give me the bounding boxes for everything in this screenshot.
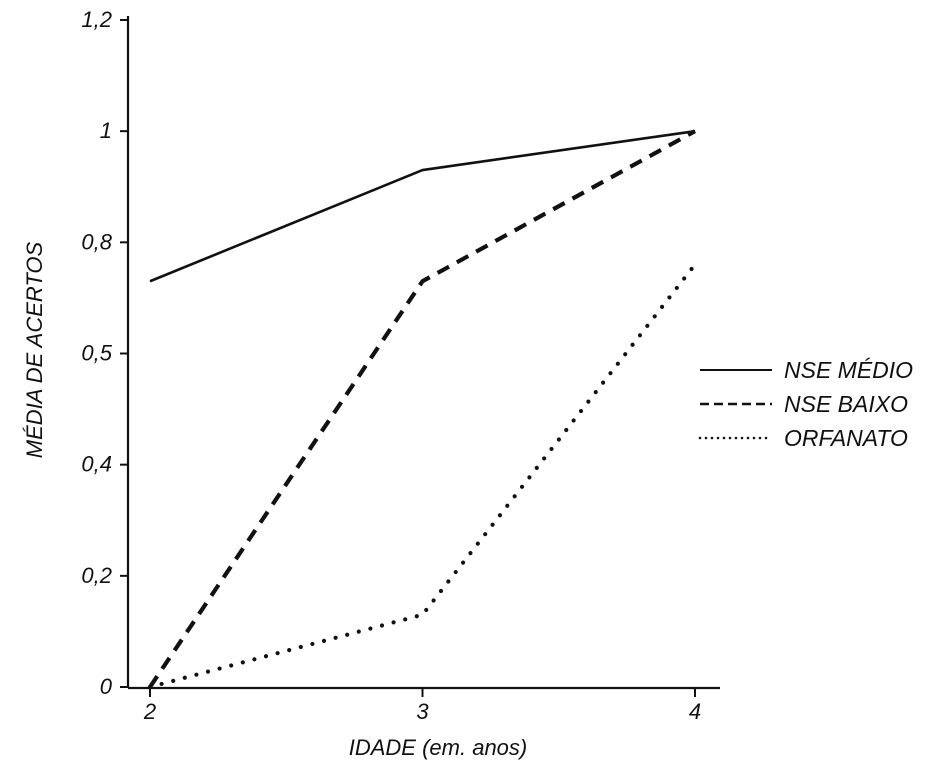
y-tick-label: 1,2 [81,7,112,32]
y-tick-label: 0,5 [81,341,112,366]
series-layer [150,131,695,687]
y-tick-label: 1 [100,118,112,143]
y-axis-label: MÉDIA DE ACERTOS [22,241,47,458]
series-line-nse-baixo [150,131,695,687]
y-tick-label: 0,4 [81,452,112,477]
y-tick-label: 0,8 [81,229,112,254]
x-tick-label: 4 [689,699,701,724]
y-tick-label: 0,2 [81,563,112,588]
series-line-orfanato [150,265,695,687]
x-tick-label: 2 [143,699,156,724]
y-tick-label: 0 [100,674,113,699]
x-axis-label: IDADE (em. anos) [349,735,528,760]
legend-label: NSE MÉDIO [784,357,913,383]
series-line-nse-m-dio [150,131,695,281]
legend-label: ORFANATO [784,425,908,451]
x-tick-label: 3 [416,699,429,724]
legend: NSE MÉDIO NSE BAIXO ORFANATO [700,357,913,451]
legend-label: NSE BAIXO [784,391,908,417]
axes [120,16,720,697]
tick-labels: 0 0,2 0,4 0,5 0,8 1 1,2 2 3 4 [81,7,701,724]
